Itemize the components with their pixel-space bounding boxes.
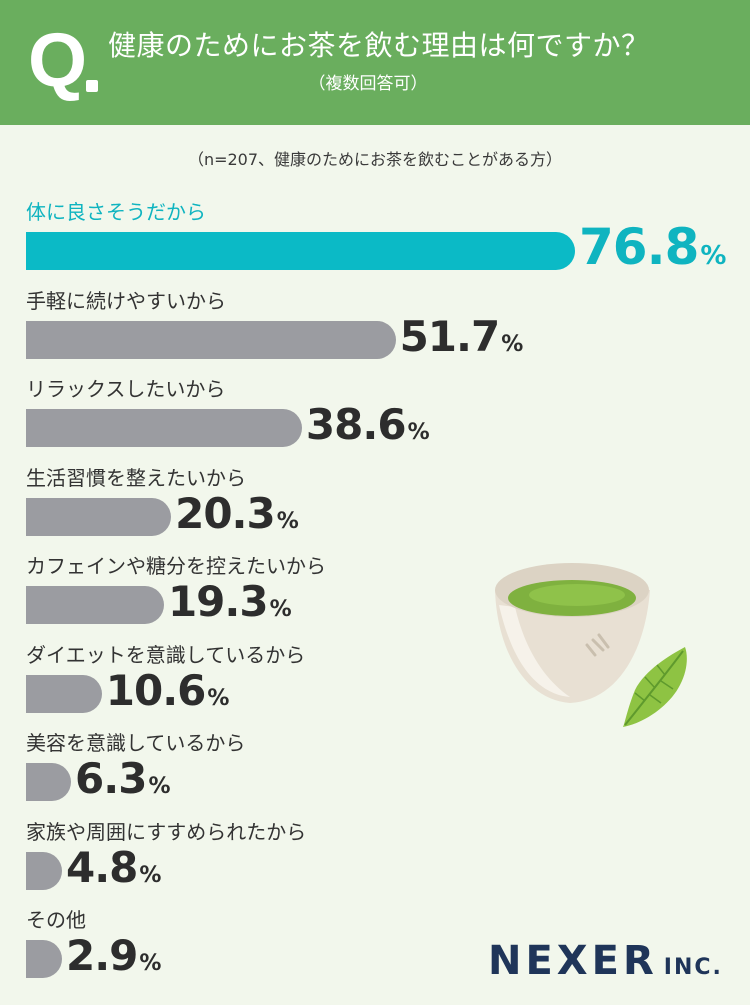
value-label: 38.6%: [306, 400, 430, 449]
header-banner: Q 健康のためにお茶を飲む理由は何ですか？ （複数回答可）: [0, 0, 750, 125]
value-number: 10.6: [105, 665, 207, 715]
category-label: 体に良さそうだから: [26, 200, 206, 224]
value-number: 2.9: [66, 931, 138, 980]
bar: [26, 497, 172, 536]
tea-leaf-veins: [634, 664, 674, 704]
green-tea-cup-with-leaf-icon: [495, 563, 687, 727]
value-label: 10.6%: [106, 666, 230, 715]
question-dot: [86, 80, 98, 92]
value-number: 6.3: [75, 754, 147, 803]
value-number: 4.8: [66, 842, 138, 892]
value-label: 76.8%: [579, 218, 726, 276]
value-number: 19.3: [167, 577, 269, 626]
category-label: ダイエットを意識しているから: [26, 642, 306, 667]
value-unit: %: [139, 951, 162, 976]
value-unit: %: [139, 862, 162, 888]
value-number: 76.8: [579, 218, 699, 276]
cup-pattern: [585, 633, 610, 657]
value-number: 51.7: [399, 311, 501, 361]
value-unit: %: [269, 597, 292, 622]
bar: [26, 851, 62, 890]
value-label: 2.9%: [66, 931, 161, 980]
category-label: その他: [26, 908, 86, 932]
value-number: 20.3: [175, 488, 276, 538]
tea-shine: [529, 584, 625, 606]
value-unit: %: [207, 685, 230, 711]
bar: [26, 320, 396, 359]
value-label: 4.8%: [66, 843, 161, 892]
bar: [26, 232, 575, 270]
logo-name: NEXER: [488, 938, 658, 984]
value-unit: %: [148, 774, 171, 799]
value-unit: %: [700, 241, 727, 271]
tea-cup-highlight: [499, 605, 570, 697]
category-label: 手軽に続けやすいから: [26, 288, 226, 313]
multiple-answer-note: （複数回答可）: [308, 74, 428, 94]
category-label: 家族や周囲にすすめられたから: [26, 819, 307, 844]
value-label: 19.3%: [168, 577, 292, 626]
value-label: 6.3%: [75, 754, 170, 803]
bar: [26, 940, 62, 978]
value-unit: %: [407, 420, 430, 445]
bar: [26, 674, 102, 713]
sample-size-note: （n=207、健康のためにお茶を飲むことがある方）: [187, 150, 563, 169]
value-number: 38.6: [305, 400, 407, 449]
category-label: 生活習慣を整えたいから: [26, 465, 246, 490]
value-unit: %: [276, 508, 299, 534]
category-label: カフェインや糖分を控えたいから: [26, 554, 326, 578]
bar: [26, 586, 164, 624]
nexer-logo: NEXER INC.: [488, 938, 723, 984]
logo-suffix: INC.: [663, 955, 723, 980]
category-label: リラックスしたいから: [26, 377, 226, 401]
value-label: 20.3%: [175, 489, 299, 538]
category-label: 美容を意識しているから: [26, 731, 246, 755]
bar: [26, 409, 302, 447]
question-mark-label: Q: [28, 18, 88, 103]
bar: [26, 763, 72, 801]
value-unit: %: [501, 331, 524, 357]
question-title: 健康のためにお茶を飲む理由は何ですか？: [108, 29, 650, 62]
value-label: 51.7%: [400, 312, 524, 361]
